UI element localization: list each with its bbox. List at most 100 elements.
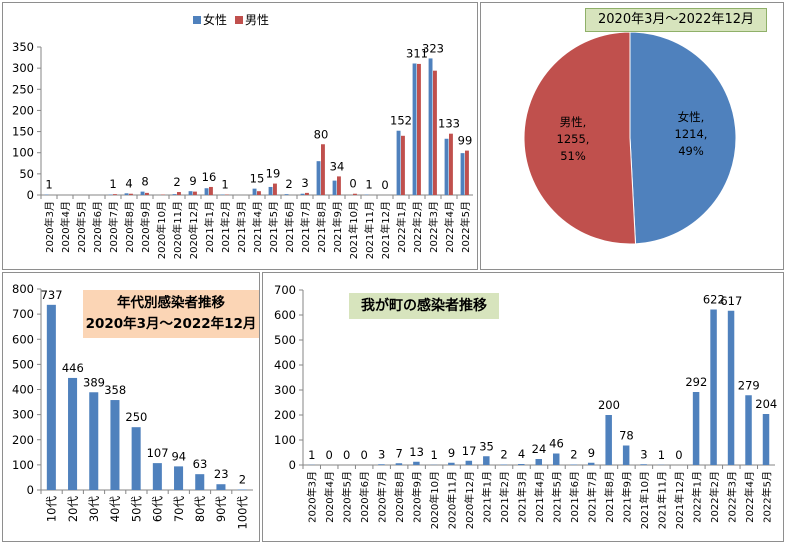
bar [570,464,577,465]
x-tick-label: 2021年2月 [498,471,511,523]
bar [145,192,149,195]
x-tick-label: 2021年12月 [379,201,392,259]
bar [321,144,325,195]
y-tick-label: 0 [27,483,34,497]
data-label: 107 [147,446,169,460]
x-tick-label: 2022年3月 [427,201,440,253]
y-tick-label: 800 [12,282,34,296]
x-tick-label: 2022年4月 [443,201,456,253]
data-label: 292 [685,375,707,389]
chart-legend: 女性 男性 [193,11,273,28]
x-tick-label: 40代 [108,496,122,523]
data-label: 46 [549,437,564,451]
bar [395,463,403,465]
x-tick-label: 2020年3月 [43,201,56,253]
y-tick-label: 400 [274,358,296,372]
bar [129,193,133,195]
x-tick-label: 2020年5月 [341,471,354,523]
data-label: 1 [221,178,228,192]
data-label: 99 [458,134,473,148]
bar [174,466,184,490]
x-tick-label: 20代 [66,496,80,523]
age-chart-title-line2: 2020年3月～2022年12月 [85,316,257,332]
x-tick-label: 2021年1月 [481,471,494,523]
data-label: 133 [438,117,460,131]
bar [209,186,213,195]
data-label: 8 [141,175,148,189]
x-tick-label: 10代 [45,496,59,523]
age-chart-title-line1: 年代別感染者推移 [117,295,225,311]
data-label: 323 [422,41,444,55]
bar [396,130,401,195]
data-label: 24 [532,442,547,456]
data-label: 23 [214,467,229,481]
data-label: 622 [703,293,725,307]
age-bar-chart: 0 100 200 300 400 500 600 700 800 10代 737 20代 446 30代… [12,282,253,530]
x-tick-label: 2020年12月 [187,201,200,259]
bar [745,395,752,465]
data-label: 2 [285,177,292,191]
x-tick-label: 2021年10月 [638,471,651,529]
bar [552,453,560,465]
age-chart-title: 年代別感染者推移 2020年3月～2022年12月 [83,290,259,338]
y-tick-label: 500 [274,333,296,347]
y-tick-label: 150 [12,125,34,139]
bar [188,191,193,195]
x-tick-label: 2020年4月 [59,201,72,253]
bar [89,392,99,490]
legend-item-female: 女性 [193,11,227,28]
y-tick-label: 600 [12,332,34,346]
bar [216,484,226,490]
bar [131,427,141,490]
data-label: 9 [189,174,196,188]
bar [110,400,120,490]
x-tick-label: 2021年7月 [585,471,598,523]
y-tick-label: 700 [274,283,296,297]
x-tick-label: 2021年12月 [673,471,686,529]
data-label: 0 [343,448,350,462]
pie-slice [629,31,737,245]
bar [727,310,735,465]
bar [332,180,337,195]
data-label: 9 [588,446,595,460]
data-label: 1 [308,448,315,462]
y-tick-label: 600 [274,308,296,322]
data-label: 1 [658,448,665,462]
bar [417,63,421,195]
x-tick-label: 2021年9月 [620,471,633,523]
x-tick-label: 100代 [235,496,249,530]
bar [444,138,449,195]
bar [692,392,700,465]
bar [337,176,341,195]
bar [152,463,162,490]
bar [140,191,145,195]
data-label: 63 [193,457,208,471]
data-label: 3 [301,176,308,190]
y-tick-label: 700 [12,307,34,321]
x-tick-label: 2021年5月 [550,471,563,523]
pie-label-female: 女性, [678,110,705,124]
x-tick-label: 2020年8月 [393,471,406,523]
legend-label-male: 男性 [245,13,270,27]
bar [300,193,305,195]
y-tick-label: 400 [12,383,34,397]
data-label: 250 [125,410,147,424]
x-tick-label: 80代 [193,496,207,523]
bar [257,191,261,195]
data-label: 17 [462,444,477,458]
x-tick-label: 2021年10月 [347,201,360,259]
bar [378,464,385,465]
pie-label-female: 49% [678,144,704,158]
bar [535,459,542,465]
pie-chart-title: 2020年3月～2022年12月 [585,8,767,32]
x-tick-label: 2020年4月 [323,471,336,523]
bar [172,194,177,195]
x-tick-label: 2020年5月 [75,201,88,253]
data-label: 0 [675,448,682,462]
y-tick-label: 50 [19,167,34,181]
y-tick-label: 300 [274,383,296,397]
bar [353,193,357,195]
bar [252,188,257,195]
x-tick-label: 2022年4月 [743,471,756,523]
data-label: 4 [125,176,132,190]
